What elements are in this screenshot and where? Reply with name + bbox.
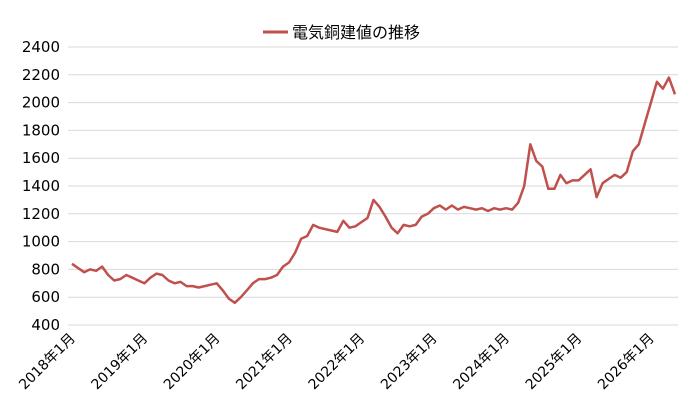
x-axis-ticks: 2018年1月 2019年1月 2020年1月 2021年1月 2022年1月 2023年… — [16, 331, 657, 394]
y-tick-label: 1200 — [22, 205, 60, 223]
x-tick-label: 2021年1月 — [233, 331, 296, 394]
y-tick-label: 400 — [31, 316, 60, 334]
y-tick-label: 2400 — [22, 38, 60, 56]
x-tick-label: 2026年1月 — [595, 331, 658, 394]
y-tick-label: 2000 — [22, 94, 60, 112]
x-tick-label: 2019年1月 — [89, 331, 152, 394]
series-layer — [71, 76, 677, 305]
y-tick-label: 1400 — [22, 177, 60, 195]
y-tick-label: 600 — [31, 288, 60, 306]
x-tick-label: 2022年1月 — [306, 331, 369, 394]
x-tick-label: 2020年1月 — [161, 331, 224, 394]
y-axis-ticks: 400 600 800 1000 1200 1400 1600 1800 2000 2200 240… — [22, 38, 60, 334]
x-tick-label: 2018年1月 — [16, 331, 79, 394]
legend-label: 電気銅建値の推移 — [292, 23, 420, 42]
y-tick-label: 1000 — [22, 233, 60, 251]
grid — [68, 46, 678, 326]
y-tick-label: 1600 — [22, 149, 60, 167]
y-tick-label: 2200 — [22, 66, 60, 84]
x-tick-label: 2025年1月 — [523, 331, 586, 394]
x-tick-label: 2023年1月 — [378, 331, 441, 394]
y-tick-label: 1800 — [22, 121, 60, 139]
x-tick-label: 2024年1月 — [450, 331, 513, 394]
series-line — [71, 76, 677, 305]
y-tick-label: 800 — [31, 260, 60, 278]
legend: 電気銅建値の推移 — [263, 23, 420, 42]
